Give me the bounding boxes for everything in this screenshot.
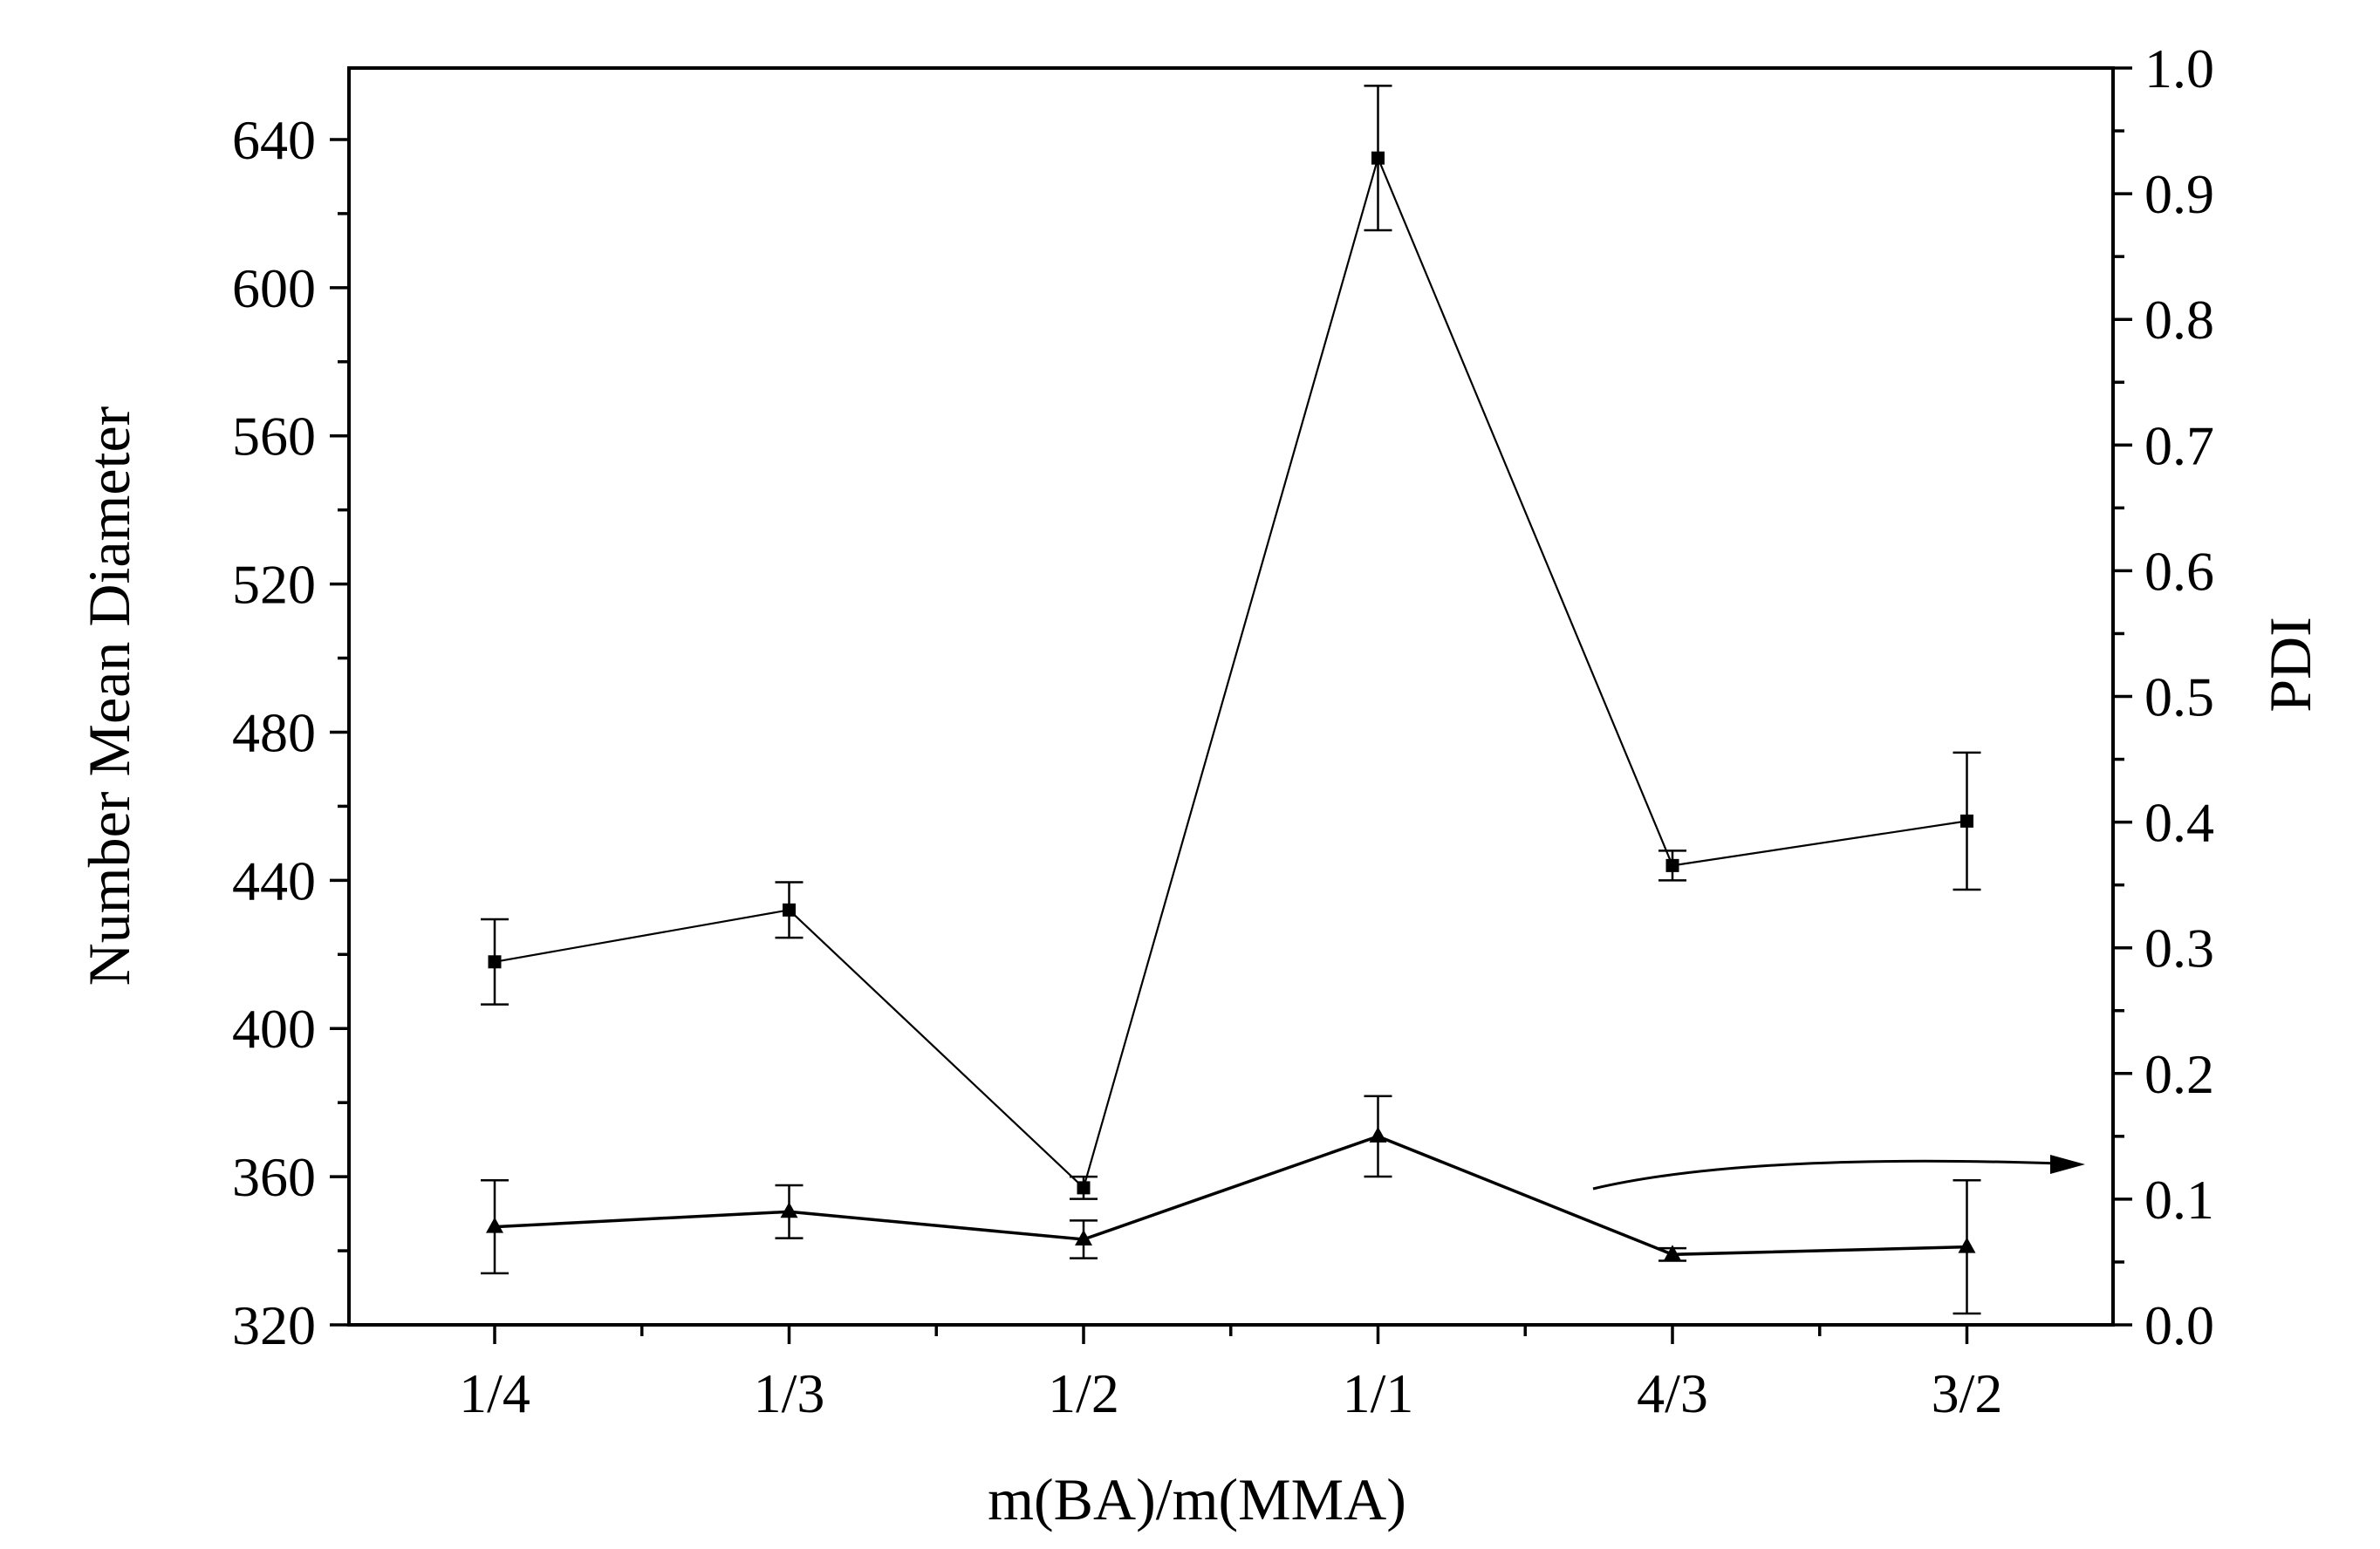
- y2-tick-label: 0.9: [2144, 163, 2214, 225]
- y2-tick-label: 0.6: [2144, 540, 2214, 602]
- x-axis-tick-labels: 1/4 1/3 1/2 1/1 4/3 3/2: [459, 1362, 2002, 1424]
- right-axis-ticks: [2113, 66, 2132, 1327]
- y2-tick-label: 0.4: [2144, 792, 2214, 854]
- series-line: [494, 1134, 1967, 1257]
- data-point: [1960, 814, 1973, 828]
- y-tick-label: 640: [232, 109, 316, 171]
- y-tick-label: 320: [232, 1294, 316, 1356]
- y-tick-label: 600: [232, 257, 316, 319]
- data-point: [1664, 1245, 1681, 1261]
- y2-tick-label: 0.1: [2144, 1169, 2214, 1231]
- y-tick-label: 360: [232, 1146, 316, 1208]
- right-axis-tick-labels: 0.0 0.1 0.2 0.3 0.4 0.5 0.6 0.7 0.8 0.9 1.0: [2144, 38, 2214, 1356]
- y-tick-label: 520: [232, 554, 316, 616]
- y2-tick-label: 0.0: [2144, 1294, 2214, 1356]
- pdi-series: [481, 1095, 1981, 1315]
- series-layer: [481, 85, 1981, 1315]
- x-tick-label: 4/3: [1637, 1362, 1708, 1424]
- x-axis-ticks: [493, 1325, 1969, 1344]
- y-tick-label: 560: [232, 406, 316, 467]
- data-point: [1369, 1126, 1387, 1143]
- y-tick-label: 480: [232, 701, 316, 763]
- data-point: [488, 955, 502, 969]
- data-point: [780, 1202, 798, 1218]
- y-tick-label: 440: [232, 850, 316, 911]
- series-line: [494, 154, 1967, 1190]
- y2-tick-label: 0.2: [2144, 1043, 2214, 1105]
- y2-axis-title: PDI: [2257, 617, 2323, 713]
- x-tick-label: 1/1: [1343, 1362, 1414, 1424]
- diameter-series: [481, 85, 1981, 1200]
- y2-tick-label: 0.3: [2144, 918, 2214, 979]
- data-point: [1075, 1230, 1092, 1246]
- pdi-axis-arrow: [1592, 1155, 2085, 1191]
- x-tick-label: 1/4: [459, 1362, 530, 1424]
- y-axis-title: Number Mean Diameter: [76, 406, 142, 986]
- y2-tick-label: 0.8: [2144, 289, 2214, 351]
- plot-area-border: [347, 66, 2115, 1327]
- x-tick-label: 1/2: [1048, 1362, 1119, 1424]
- left-axis-tick-labels: 320 360 400 440 480 520 560 600 640: [232, 109, 316, 1356]
- left-axis-ticks: [330, 138, 349, 1327]
- y2-tick-label: 0.7: [2144, 414, 2214, 476]
- data-point: [1371, 151, 1385, 165]
- data-point: [1958, 1237, 1976, 1253]
- arrow-head: [2050, 1155, 2085, 1174]
- data-point: [1077, 1181, 1091, 1195]
- y2-tick-label: 1.0: [2144, 38, 2214, 99]
- data-point: [783, 903, 796, 917]
- data-point: [486, 1217, 503, 1233]
- y-tick-label: 400: [232, 998, 316, 1060]
- x-axis-title: m(BA)/m(MMA): [988, 1466, 1406, 1532]
- y2-tick-label: 0.5: [2144, 666, 2214, 728]
- plot-frame: [347, 66, 2115, 1327]
- x-tick-label: 1/3: [754, 1362, 825, 1424]
- x-tick-label: 3/2: [1932, 1362, 2003, 1424]
- data-point: [1665, 858, 1679, 872]
- arrow-curve: [1592, 1159, 2060, 1191]
